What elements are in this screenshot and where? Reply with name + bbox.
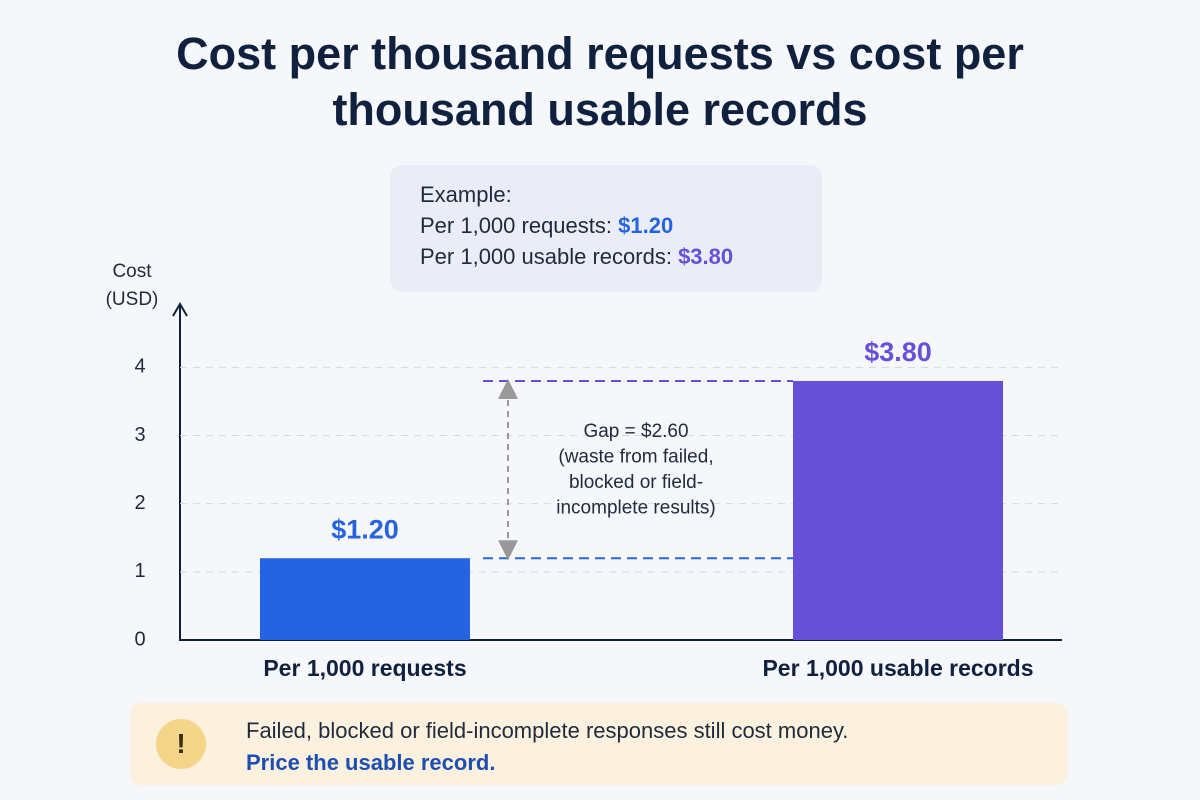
- note-text: Failed, blocked or field-incomplete resp…: [246, 718, 849, 743]
- gap-annotation: (waste from failed,: [558, 447, 713, 468]
- note-emphasis: Price the usable record.: [246, 750, 496, 775]
- note-text-block: Failed, blocked or field-incomplete resp…: [246, 715, 848, 779]
- value-label: $3.80: [864, 337, 932, 367]
- example-label: Per 1,000 usable records:: [420, 244, 672, 269]
- value-label: $1.20: [331, 514, 399, 544]
- bar: [793, 380, 1003, 640]
- chart-title: Cost per thousand requests vs cost per t…: [176, 28, 1024, 135]
- y-tick-label: 1: [134, 560, 145, 582]
- y-tick-label: 2: [134, 492, 145, 514]
- note-box: ! Failed, blocked or field-incomplete re…: [130, 703, 1068, 785]
- example-box: Example: Per 1,000 requests: $1.20 Per 1…: [390, 165, 822, 292]
- y-tick-label: 3: [134, 424, 145, 446]
- y-axis-label: Cost (USD): [105, 261, 159, 310]
- gap-annotation: Gap = $2.60: [583, 421, 688, 442]
- x-tick-label: Per 1,000 requests: [263, 655, 466, 681]
- y-tick-label: 0: [134, 628, 145, 650]
- example-label: Per 1,000 requests:: [420, 213, 613, 238]
- gap-annotation: incomplete results): [556, 498, 715, 519]
- example-line: Per 1,000 usable records: $3.80: [420, 241, 822, 272]
- example-value: $3.80: [678, 244, 734, 269]
- example-heading: Example:: [420, 182, 512, 207]
- y-tick-label: 4: [134, 356, 145, 378]
- y-axis-arrow: [172, 302, 188, 317]
- example-value: $1.20: [618, 213, 674, 238]
- x-tick-label: Per 1,000 usable records: [762, 655, 1033, 681]
- gap-annotation: blocked or field-: [569, 472, 703, 493]
- example-line: Per 1,000 requests: $1.20: [420, 210, 822, 241]
- note-icon: !: [156, 719, 206, 769]
- bar: [260, 558, 470, 640]
